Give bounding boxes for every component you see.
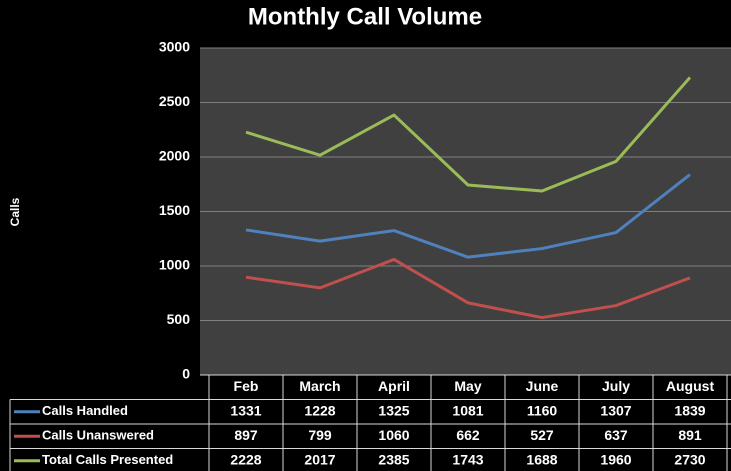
legend-label: Calls Handled: [42, 403, 128, 418]
table-value: 1688: [526, 451, 557, 467]
y-tick-label: 2000: [159, 148, 190, 164]
x-tick-label: August: [666, 378, 715, 394]
y-axis-label: Calls: [8, 197, 22, 226]
table-value: 1060: [378, 427, 409, 443]
y-tick-label: 2500: [159, 93, 190, 109]
series-line: [245, 257, 691, 320]
table-value: 1325: [378, 402, 409, 418]
table-value: 1307: [600, 402, 631, 418]
table-value: 799: [308, 427, 332, 443]
table-value: 2730: [674, 451, 705, 467]
series-line: [245, 173, 691, 259]
legend-label: Total Calls Presented: [42, 452, 173, 467]
table-value: 1160: [527, 402, 558, 418]
x-tick-label: June: [526, 378, 559, 394]
x-tick-label: April: [378, 378, 410, 394]
y-tick-label: 3000: [159, 39, 190, 55]
table-value: 1228: [304, 402, 335, 418]
y-tick-label: 0: [182, 366, 190, 382]
chart-title: Monthly Call Volume: [248, 3, 482, 30]
table-value: 2017: [304, 451, 335, 467]
y-tick-label: 1500: [159, 202, 190, 218]
table-value: 1960: [600, 451, 631, 467]
y-tick-label: 500: [167, 311, 191, 327]
table-value: 897: [234, 427, 258, 443]
table-value: 1331: [230, 402, 261, 418]
table-value: 527: [530, 427, 554, 443]
table-value: 1839: [674, 402, 705, 418]
x-tick-label: May: [454, 378, 481, 394]
x-tick-label: Feb: [234, 378, 259, 394]
table-value: 2385: [378, 451, 409, 467]
table-value: 1743: [452, 451, 483, 467]
table-value: 637: [604, 427, 628, 443]
x-tick-label: March: [299, 378, 340, 394]
table-value: 662: [456, 427, 480, 443]
table-value: 2228: [230, 451, 261, 467]
table-value: 1081: [452, 402, 483, 418]
legend-label: Calls Unanswered: [42, 428, 154, 443]
table-value: 891: [678, 427, 702, 443]
series-line: [245, 76, 692, 193]
x-tick-label: July: [602, 378, 630, 394]
y-tick-label: 1000: [159, 257, 190, 273]
